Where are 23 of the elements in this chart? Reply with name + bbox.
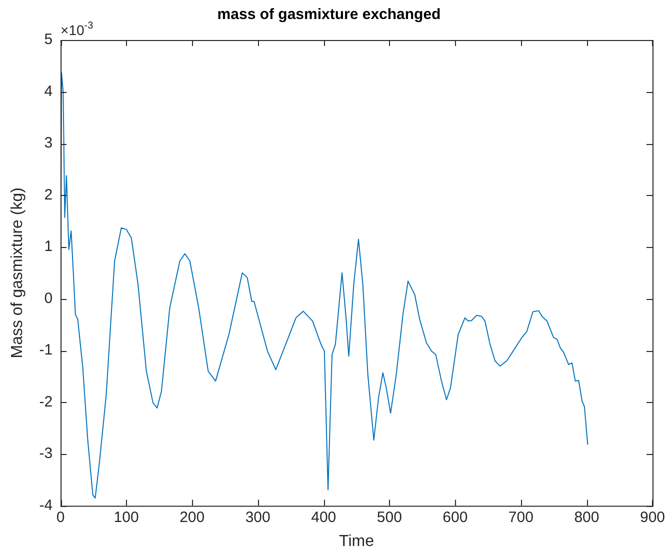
- y-tick-label: -1: [39, 342, 53, 359]
- y-tick-label: 0: [44, 290, 53, 307]
- y-tick-label: -3: [39, 445, 53, 462]
- y-tick-label: -2: [39, 393, 53, 410]
- y-tick-label: -4: [39, 496, 53, 514]
- x-tick-label: 100: [114, 508, 139, 526]
- x-tick-label: 600: [442, 508, 468, 526]
- y-axis-title: Mass of gasmixture (kg): [9, 188, 26, 358]
- y-tick-label: 1: [44, 238, 53, 256]
- x-tick-label: 200: [180, 508, 205, 526]
- x-tick-label: 800: [574, 508, 600, 526]
- x-tick-label: 500: [376, 508, 402, 526]
- chart-title: mass of gasmixture exchanged: [217, 6, 441, 24]
- y-tick-label: 5: [44, 31, 53, 48]
- x-tick-label: 0: [56, 508, 65, 526]
- x-tick-label: 900: [640, 508, 665, 526]
- x-tick-label: 300: [245, 508, 270, 526]
- y-tick-label: 2: [44, 186, 53, 204]
- x-tick-label: 700: [508, 508, 534, 526]
- x-axis-title: Time: [339, 532, 374, 550]
- x-tick-label: 400: [311, 508, 336, 526]
- y-tick-label: 3: [44, 134, 53, 152]
- y-tick-label: 4: [44, 82, 53, 100]
